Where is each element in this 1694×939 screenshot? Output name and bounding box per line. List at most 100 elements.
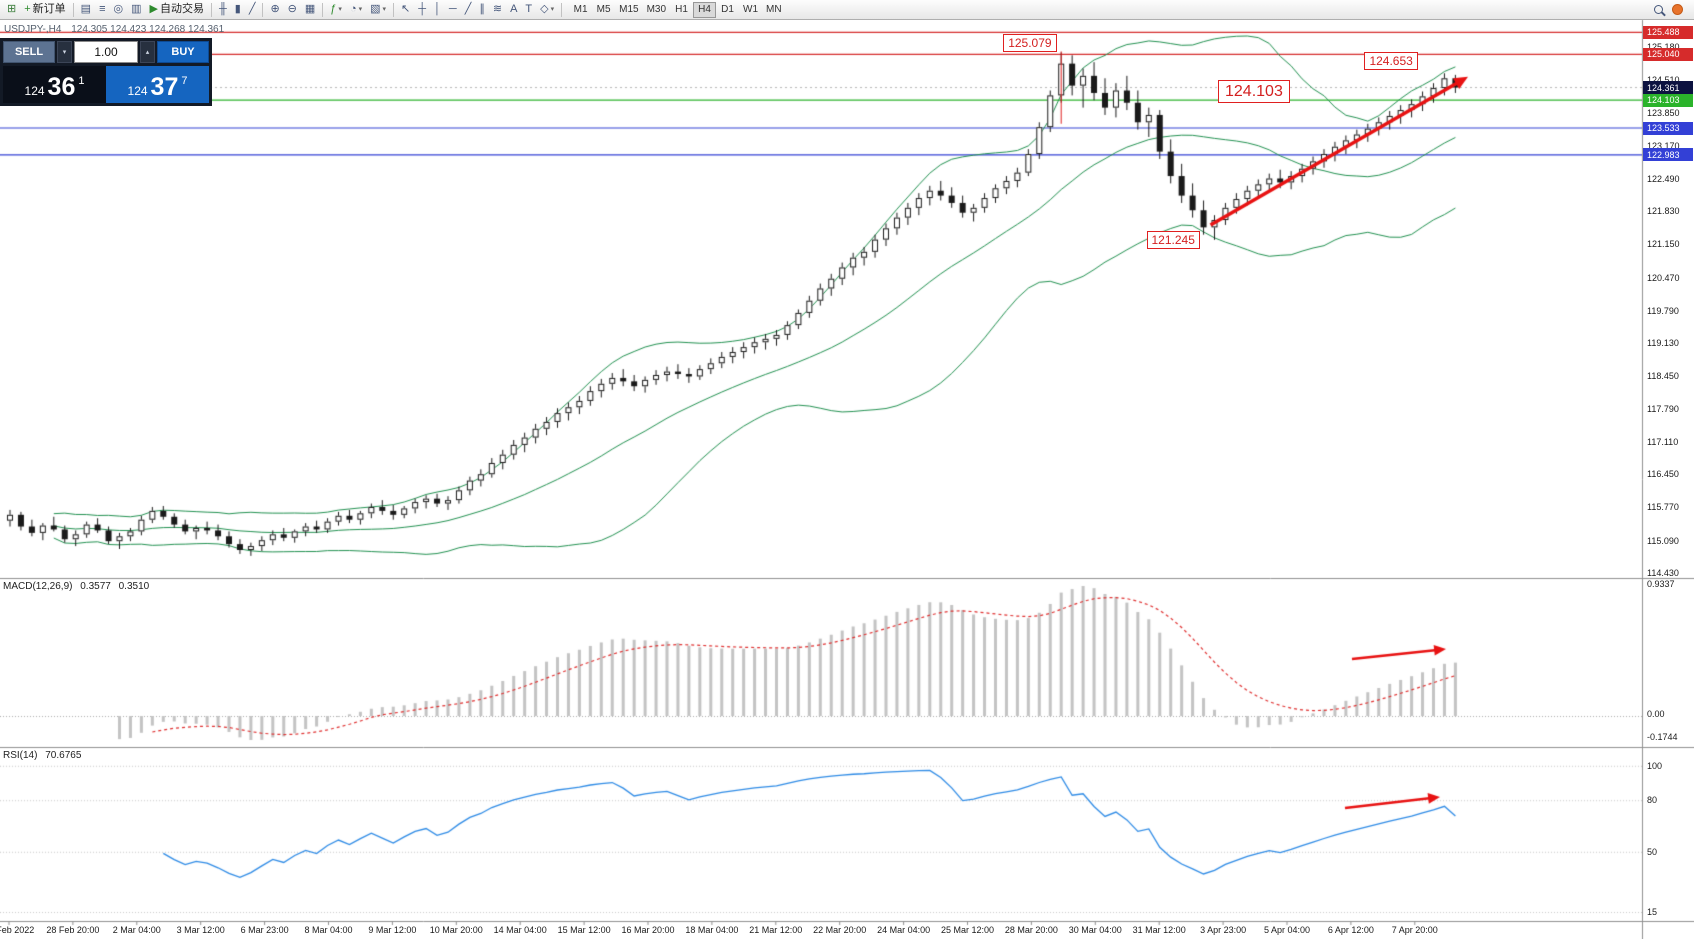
rsi-indicator-label: RSI(14) 70.6765 — [3, 750, 81, 761]
zoom-in-button[interactable]: ⊕ — [266, 1, 283, 18]
fibonacci-button[interactable]: ≋ — [489, 1, 506, 18]
sell-button[interactable]: SELL — [3, 41, 55, 63]
price-callout[interactable]: 124.103 — [1218, 80, 1290, 104]
price-axis-tick: 114.430 — [1647, 567, 1679, 578]
label-button[interactable]: T — [521, 1, 536, 18]
notification-badge[interactable] — [1672, 4, 1683, 15]
volume-increase-button[interactable]: ▴ — [140, 41, 155, 63]
shapes-button[interactable]: ◇ ▾ — [536, 1, 558, 18]
cursor-button[interactable]: ↖ — [397, 1, 414, 18]
crosshair-button[interactable]: ┼ — [414, 1, 430, 18]
new-order-button[interactable]: + 新订单 — [20, 1, 69, 18]
horizontal-line-button[interactable]: ─ — [445, 1, 461, 18]
toolbar-right — [1654, 1, 1691, 19]
market-watch-button[interactable]: ≡ — [95, 1, 109, 18]
price-callout[interactable]: 125.079 — [1003, 34, 1057, 53]
timeframe-m30[interactable]: M30 — [643, 2, 670, 18]
price-callout[interactable]: 121.245 — [1146, 230, 1200, 249]
buy-price[interactable]: 124 37 7 — [106, 66, 209, 103]
new-chart-button[interactable]: ⊞ — [3, 1, 20, 18]
time-axis-label: 3 Apr 23:00 — [1200, 925, 1247, 935]
timeframe-h4[interactable]: H4 — [693, 1, 717, 18]
rsi-value: 70.6765 — [45, 750, 82, 761]
price-axis-tick: 123.850 — [1647, 107, 1680, 118]
time-axis-label: 31 Mar 12:00 — [1132, 925, 1186, 935]
timeframe-mn[interactable]: MN — [762, 2, 786, 18]
cursor-button-icon: ↖ — [401, 3, 411, 15]
terminal-button[interactable]: ▥ — [127, 1, 145, 18]
rsi-level-label: 100 — [1647, 760, 1663, 771]
time-axis-label: 21 Mar 12:00 — [749, 925, 803, 935]
chart-candles-button[interactable]: ▮ — [231, 1, 245, 18]
indicators-button[interactable]: ƒ ▾ — [326, 1, 346, 18]
time-axis-label: 7 Apr 20:00 — [1391, 925, 1438, 935]
chart-bars-button-icon: ╫ — [218, 3, 227, 15]
price-axis-tick: 121.830 — [1647, 206, 1680, 217]
zoom-in-button-icon: ⊕ — [270, 3, 280, 15]
crosshair-button-icon: ┼ — [418, 3, 427, 15]
time-axis-label: 3 Mar 12:00 — [176, 925, 225, 935]
text-button[interactable]: A — [506, 1, 521, 18]
templates-button[interactable]: ▧ ▾ — [366, 1, 390, 18]
price-axis-tick: 119.790 — [1647, 305, 1679, 316]
periods-button[interactable]: ◔ ▾ — [346, 1, 366, 18]
time-axis-label: 16 Mar 20:00 — [621, 925, 675, 935]
terminal-button-icon: ▥ — [131, 3, 142, 15]
horizontal-line-button-icon: ─ — [448, 3, 457, 15]
price-axis-tick: 124.510 — [1647, 75, 1680, 85]
charts-layout-button-icon: ▤ — [80, 3, 92, 15]
price-callout[interactable]: 124.653 — [1364, 52, 1418, 71]
rsi-name: RSI(14) — [3, 750, 38, 761]
sell-price[interactable]: 124 36 1 — [3, 66, 106, 103]
periods-button-dropdown-icon: ▾ — [358, 6, 363, 13]
timeframe-m1[interactable]: M1 — [569, 2, 592, 18]
trendline-button[interactable]: ╱ — [461, 1, 476, 18]
price-tag: 124.103 — [1643, 93, 1693, 107]
macd-indicator-label: MACD(12,26,9) 0.3577 0.3510 — [3, 581, 149, 592]
sell-price-big-figure: 124 — [24, 84, 45, 98]
channel-button[interactable]: ∥ — [475, 1, 489, 18]
tile-windows-button-icon: ▦ — [304, 3, 316, 15]
price-axis-tick: 117.790 — [1647, 403, 1679, 414]
time-axis-label: 28 Feb 20:00 — [46, 925, 100, 935]
time-axis-label: 9 Mar 12:00 — [368, 925, 417, 935]
vertical-line-button[interactable]: │ — [430, 1, 445, 18]
navigator-button[interactable]: ◎ — [109, 1, 127, 18]
volume-input[interactable] — [74, 41, 138, 63]
toolbar-groups: ⊞ + 新订单 ▤ ≡ ◎ ▥ ▶ 自动交易 ╫ ▮ ╱ ⊕ ⊖ ▦ ƒ ▾ ◔ ▾ ▧ ▾ ↖ ┼ │ ─ ╱ ∥ ≋ A T ◇ ▾ — [3, 1, 558, 18]
chart-candles-button-icon: ▮ — [234, 3, 241, 15]
timeframe-d1[interactable]: D1 — [716, 2, 739, 18]
charts-layout-button[interactable]: ▤ — [77, 1, 95, 18]
tile-windows-button[interactable]: ▦ — [301, 1, 319, 18]
macd-value: 0.3577 — [80, 581, 111, 592]
buy-price-pips: 37 — [150, 73, 179, 101]
toolbar-separator — [72, 2, 74, 17]
autotrade-button[interactable]: ▶ 自动交易 — [146, 1, 208, 18]
timeframe-w1[interactable]: W1 — [739, 2, 762, 18]
buy-button[interactable]: BUY — [157, 41, 209, 63]
toolbar-separator — [262, 2, 264, 17]
zoom-out-button-icon: ⊖ — [287, 3, 297, 15]
timeframe-m5[interactable]: M5 — [592, 2, 615, 18]
zoom-out-button[interactable]: ⊖ — [284, 1, 301, 18]
rsi-level-label: 80 — [1647, 795, 1658, 806]
price-tag: 124.361 — [1643, 81, 1693, 95]
buy-price-big-figure: 124 — [127, 84, 148, 98]
time-axis-label: 6 Apr 12:00 — [1327, 925, 1374, 935]
time-axis-label: 2 Mar 04:00 — [112, 925, 161, 935]
chart-line-button[interactable]: ╱ — [245, 1, 260, 18]
price-axis-tick: 122.490 — [1647, 173, 1680, 184]
volume-decrease-button[interactable]: ▾ — [57, 41, 72, 63]
timeframe-m15[interactable]: M15 — [615, 2, 642, 18]
price-axis-tick: 121.150 — [1647, 239, 1680, 250]
price-tag: 123.533 — [1643, 121, 1693, 135]
timeframe-h1[interactable]: H1 — [670, 2, 693, 18]
price-axis-tick: 116.450 — [1647, 469, 1679, 480]
price-axis-tick: 115.090 — [1647, 535, 1679, 546]
periods-button-icon: ◔ — [349, 3, 357, 15]
chart-bars-button[interactable]: ╫ — [215, 1, 231, 18]
timeframe-group: M1 M5 M15 M30 H1 H4 D1 W1 MN — [569, 1, 786, 18]
search-icon[interactable] — [1654, 1, 1663, 19]
macd-axis-max: 0.9337 — [1647, 579, 1675, 589]
